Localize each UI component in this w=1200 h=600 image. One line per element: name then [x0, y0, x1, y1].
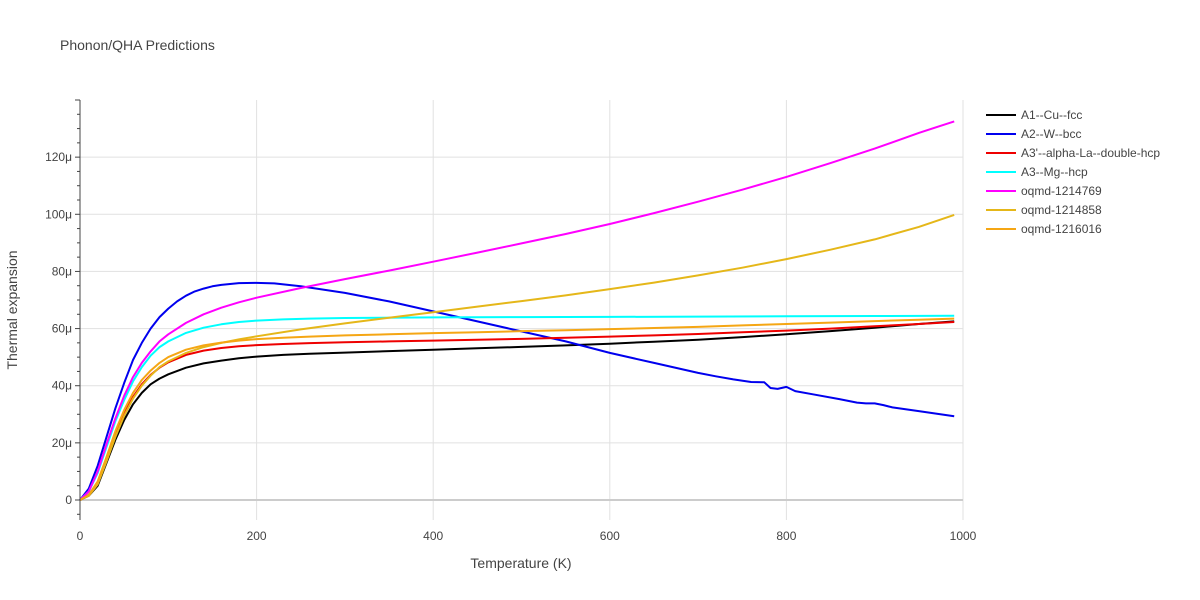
- legend[interactable]: A1--Cu--fcc A2--W--bcc A3'--alpha-La--doub…: [986, 108, 1160, 236]
- y-tick-label: 80μ: [52, 264, 72, 278]
- x-tick-label: 1000: [950, 529, 977, 543]
- series-line[interactable]: [79, 213, 955, 501]
- y-axis-title: Thermal expansion: [4, 250, 20, 369]
- legend-label: oqmd-1214858: [1021, 203, 1102, 217]
- legend-label: A3--Mg--hcp: [1021, 165, 1088, 179]
- x-tick-label: 800: [776, 529, 796, 543]
- grid: [80, 100, 964, 520]
- legend-label: oqmd-1214769: [1021, 184, 1102, 198]
- legend-item[interactable]: oqmd-1214769: [986, 184, 1102, 198]
- x-tick-label: 600: [600, 529, 620, 543]
- y-tick-label: 120μ: [45, 150, 72, 164]
- series-line[interactable]: [79, 321, 955, 501]
- y-tick-label: 100μ: [45, 207, 72, 221]
- x-tick-label: 400: [423, 529, 443, 543]
- legend-label: A3'--alpha-La--double-hcp: [1021, 146, 1160, 160]
- y-tick-label: 60μ: [52, 322, 72, 336]
- x-tick-label: 200: [247, 529, 267, 543]
- legend-label: A1--Cu--fcc: [1021, 108, 1082, 122]
- y-tick-label: 40μ: [52, 379, 72, 393]
- x-axis-title: Temperature (K): [470, 555, 571, 571]
- y-tick-label: 20μ: [52, 436, 72, 450]
- plot-area: [79, 120, 955, 501]
- legend-item[interactable]: A1--Cu--fcc: [986, 108, 1082, 122]
- legend-label: oqmd-1216016: [1021, 222, 1102, 236]
- legend-item[interactable]: A2--W--bcc: [986, 127, 1081, 141]
- y-tick-label: 0: [65, 493, 72, 507]
- legend-item[interactable]: A3'--alpha-La--double-hcp: [986, 146, 1160, 160]
- legend-item[interactable]: A3--Mg--hcp: [986, 165, 1088, 179]
- legend-item[interactable]: oqmd-1214858: [986, 203, 1102, 217]
- series-line[interactable]: [79, 320, 955, 501]
- legend-label: A2--W--bcc: [1021, 127, 1081, 141]
- legend-item[interactable]: oqmd-1216016: [986, 222, 1102, 236]
- chart-title: Phonon/QHA Predictions: [60, 37, 215, 53]
- x-tick-label: 0: [77, 529, 84, 543]
- series-line[interactable]: [79, 120, 955, 501]
- series-line[interactable]: [79, 314, 955, 501]
- axes: 0 200 400 600 800 1000 0 20μ 40μ 60μ 80μ 100μ 120μ: [45, 99, 977, 543]
- series-line[interactable]: [79, 317, 955, 501]
